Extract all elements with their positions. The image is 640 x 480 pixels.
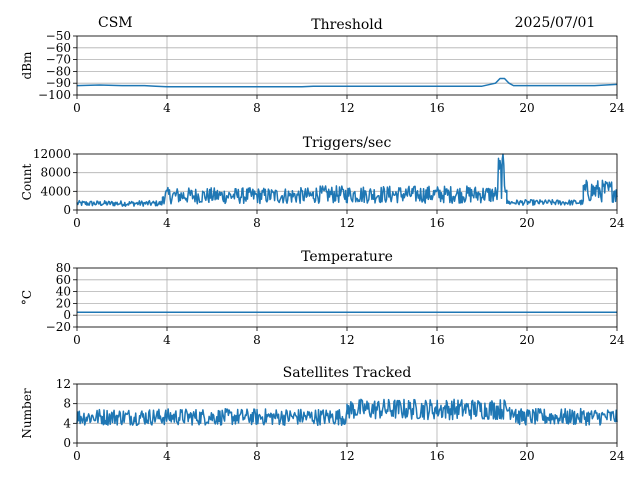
chart-title: Satellites Tracked — [283, 365, 412, 381]
x-tick-label: 8 — [253, 449, 261, 463]
x-tick-label: 12 — [339, 449, 354, 463]
chart-title: Temperature — [301, 249, 393, 265]
x-tick-label: 20 — [519, 333, 534, 347]
x-tick-label: 16 — [429, 101, 444, 115]
y-tick-label: 60 — [56, 273, 71, 287]
y-tick-label: −50 — [46, 29, 71, 43]
x-tick-label: 12 — [339, 333, 354, 347]
plot-frame — [76, 35, 618, 96]
y-axis-label: °C — [20, 290, 34, 305]
x-tick-label: 4 — [163, 449, 171, 463]
header-date-label: 2025/07/01 — [515, 15, 596, 31]
x-tick-label: 16 — [429, 216, 444, 230]
x-tick-label: 12 — [339, 101, 354, 115]
y-tick-label: 12000 — [33, 147, 71, 161]
y-tick-label: 0 — [63, 203, 71, 217]
x-tick-label: 8 — [253, 216, 261, 230]
y-axis-label: dBm — [20, 51, 34, 80]
x-tick-label: 20 — [519, 449, 534, 463]
chart-title: Threshold — [311, 17, 382, 33]
y-tick-label: −80 — [46, 64, 71, 78]
y-axis-label: Count — [20, 163, 34, 200]
x-tick-label: 0 — [73, 216, 81, 230]
plot-frame — [76, 267, 618, 328]
x-tick-label: 24 — [609, 216, 625, 230]
x-tick-label: 16 — [429, 449, 444, 463]
x-tick-label: 4 — [163, 333, 171, 347]
x-tick-label: 8 — [253, 333, 261, 347]
y-tick-label: 4 — [63, 416, 71, 430]
header-left-label: CSM — [98, 15, 133, 31]
y-tick-label: −70 — [46, 53, 71, 67]
chart-panels: Threshold dBm 0 4 8 12 16 20 24 −50−60−70−80−90−1… — [20, 17, 625, 463]
y-tick-label: −60 — [46, 41, 71, 55]
chart-panel-2: Triggers/sec Count 0 4 8 12 16 20 24 12000 8000 400… — [20, 135, 625, 230]
x-tick-label: 0 — [73, 101, 81, 115]
chart-panel-4: Satellites Tracked Number 0 4 8 12 16 20 24 12 8 4 0 — [20, 365, 625, 463]
x-tick-label: 8 — [253, 101, 261, 115]
data-series-line — [76, 153, 618, 207]
x-tick-label: 24 — [609, 101, 625, 115]
x-tick-label: 20 — [519, 101, 534, 115]
x-tick-label: 4 — [163, 216, 171, 230]
x-tick-label: 20 — [519, 216, 534, 230]
y-tick-label: −20 — [46, 320, 71, 334]
plot-frame — [76, 153, 618, 211]
y-axis-label: Number — [20, 388, 34, 438]
chart-title: Triggers/sec — [303, 135, 392, 151]
y-tick-label: 4000 — [40, 184, 71, 198]
plot-frame — [76, 383, 618, 444]
x-tick-label: 12 — [339, 216, 354, 230]
data-series-line — [76, 398, 618, 427]
y-tick-label: 40 — [56, 285, 71, 299]
data-series-line — [76, 77, 618, 88]
x-tick-label: 24 — [609, 333, 625, 347]
y-tick-label: 8000 — [40, 166, 71, 180]
y-tick-label: 0 — [63, 308, 71, 322]
y-tick-label: 8 — [63, 397, 71, 411]
x-tick-label: 0 — [73, 333, 81, 347]
y-tick-label: 12 — [56, 377, 71, 391]
y-tick-label: −90 — [46, 76, 71, 90]
x-tick-label: 16 — [429, 333, 444, 347]
y-tick-label: −100 — [38, 88, 71, 102]
x-tick-label: 24 — [609, 449, 625, 463]
x-tick-label: 0 — [73, 449, 81, 463]
chart-panel-1: Threshold dBm 0 4 8 12 16 20 24 −50−60−70−80−90−1… — [20, 17, 625, 115]
y-tick-label: 20 — [56, 296, 71, 310]
x-tick-label: 4 — [163, 101, 171, 115]
y-tick-label: 80 — [56, 261, 71, 275]
y-tick-label: 0 — [63, 436, 71, 450]
